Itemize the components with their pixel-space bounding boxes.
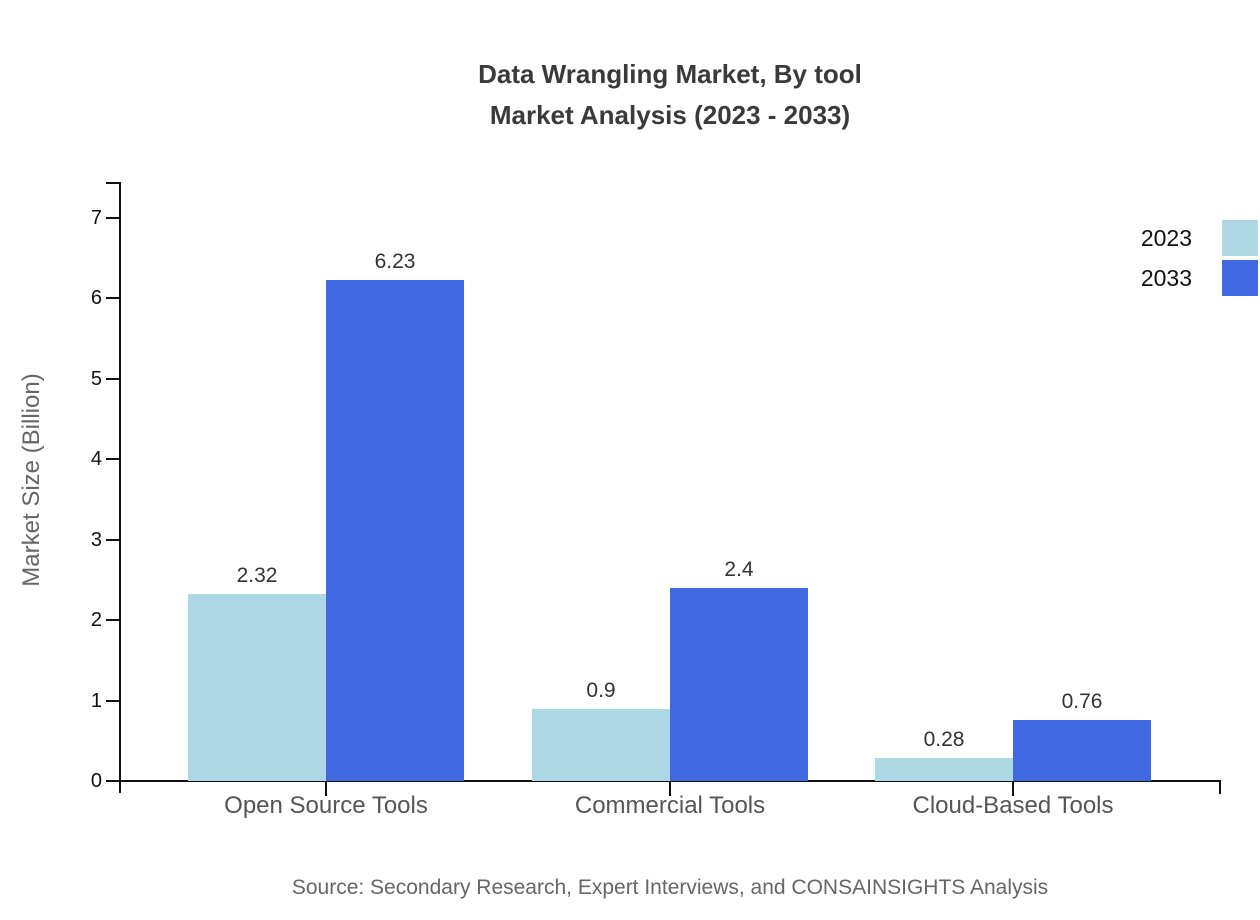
y-tick-label: 6 [90,287,102,310]
legend: 2023 2033 [1141,218,1258,298]
chart-title-line1: Data Wrangling Market, By tool [478,59,862,89]
category-label: Commercial Tools [574,792,766,819]
y-tick [106,619,120,622]
y-tick-label: 4 [90,448,102,471]
bar-2023 [188,594,326,781]
y-axis-top-cap-tick [106,182,120,184]
y-tick-label: 5 [90,367,102,390]
bar-2023 [875,758,1013,781]
y-tick [106,699,120,702]
x-tick [325,782,327,796]
x-tick [1012,782,1014,796]
y-axis-line [119,182,121,793]
legend-swatch [1222,220,1258,256]
y-tick [106,216,120,219]
category-label: Open Source Tools [224,792,428,819]
source-note: Source: Secondary Research, Expert Inter… [291,876,1049,899]
y-tick-label: 3 [90,528,102,551]
bar-2033 [326,279,464,781]
chart-title-line2: Market Analysis (2023 - 2033) [489,100,851,130]
y-tick [106,377,120,380]
y-tick [106,538,120,541]
y-tick-label: 0 [90,770,102,792]
legend-item-2033: 2033 [1141,258,1258,298]
y-axis-title: Market Size (Billion) [18,373,45,587]
bar-value-label: 6.23 [374,249,416,273]
bar-value-label: 2.32 [236,564,278,588]
x-tick [669,782,671,796]
bar-value-label: 2.4 [724,557,754,581]
legend-item-2023: 2023 [1141,218,1258,258]
bar-2023 [532,708,670,781]
y-tick-label: 7 [90,206,102,229]
legend-label: 2033 [1140,264,1192,291]
category-label: Cloud-Based Tools [912,792,1114,819]
y-tick-label: 1 [90,689,102,712]
y-tick [106,297,120,300]
chart-title: Data Wrangling Market, By tool Market An… [140,54,1200,136]
legend-label: 2023 [1140,224,1192,251]
legend-swatch [1222,260,1258,296]
bar-value-label: 0.9 [586,678,616,702]
bar-2033 [670,587,808,781]
x-axis-right-cap-tick [1219,780,1221,794]
y-tick [106,780,120,782]
bar-value-label: 0.76 [1061,689,1103,713]
bar-value-label: 0.28 [923,728,965,752]
x-axis-line [106,780,1221,782]
y-tick [106,458,120,461]
bar-2033 [1013,719,1151,781]
y-tick-label: 2 [90,609,102,632]
